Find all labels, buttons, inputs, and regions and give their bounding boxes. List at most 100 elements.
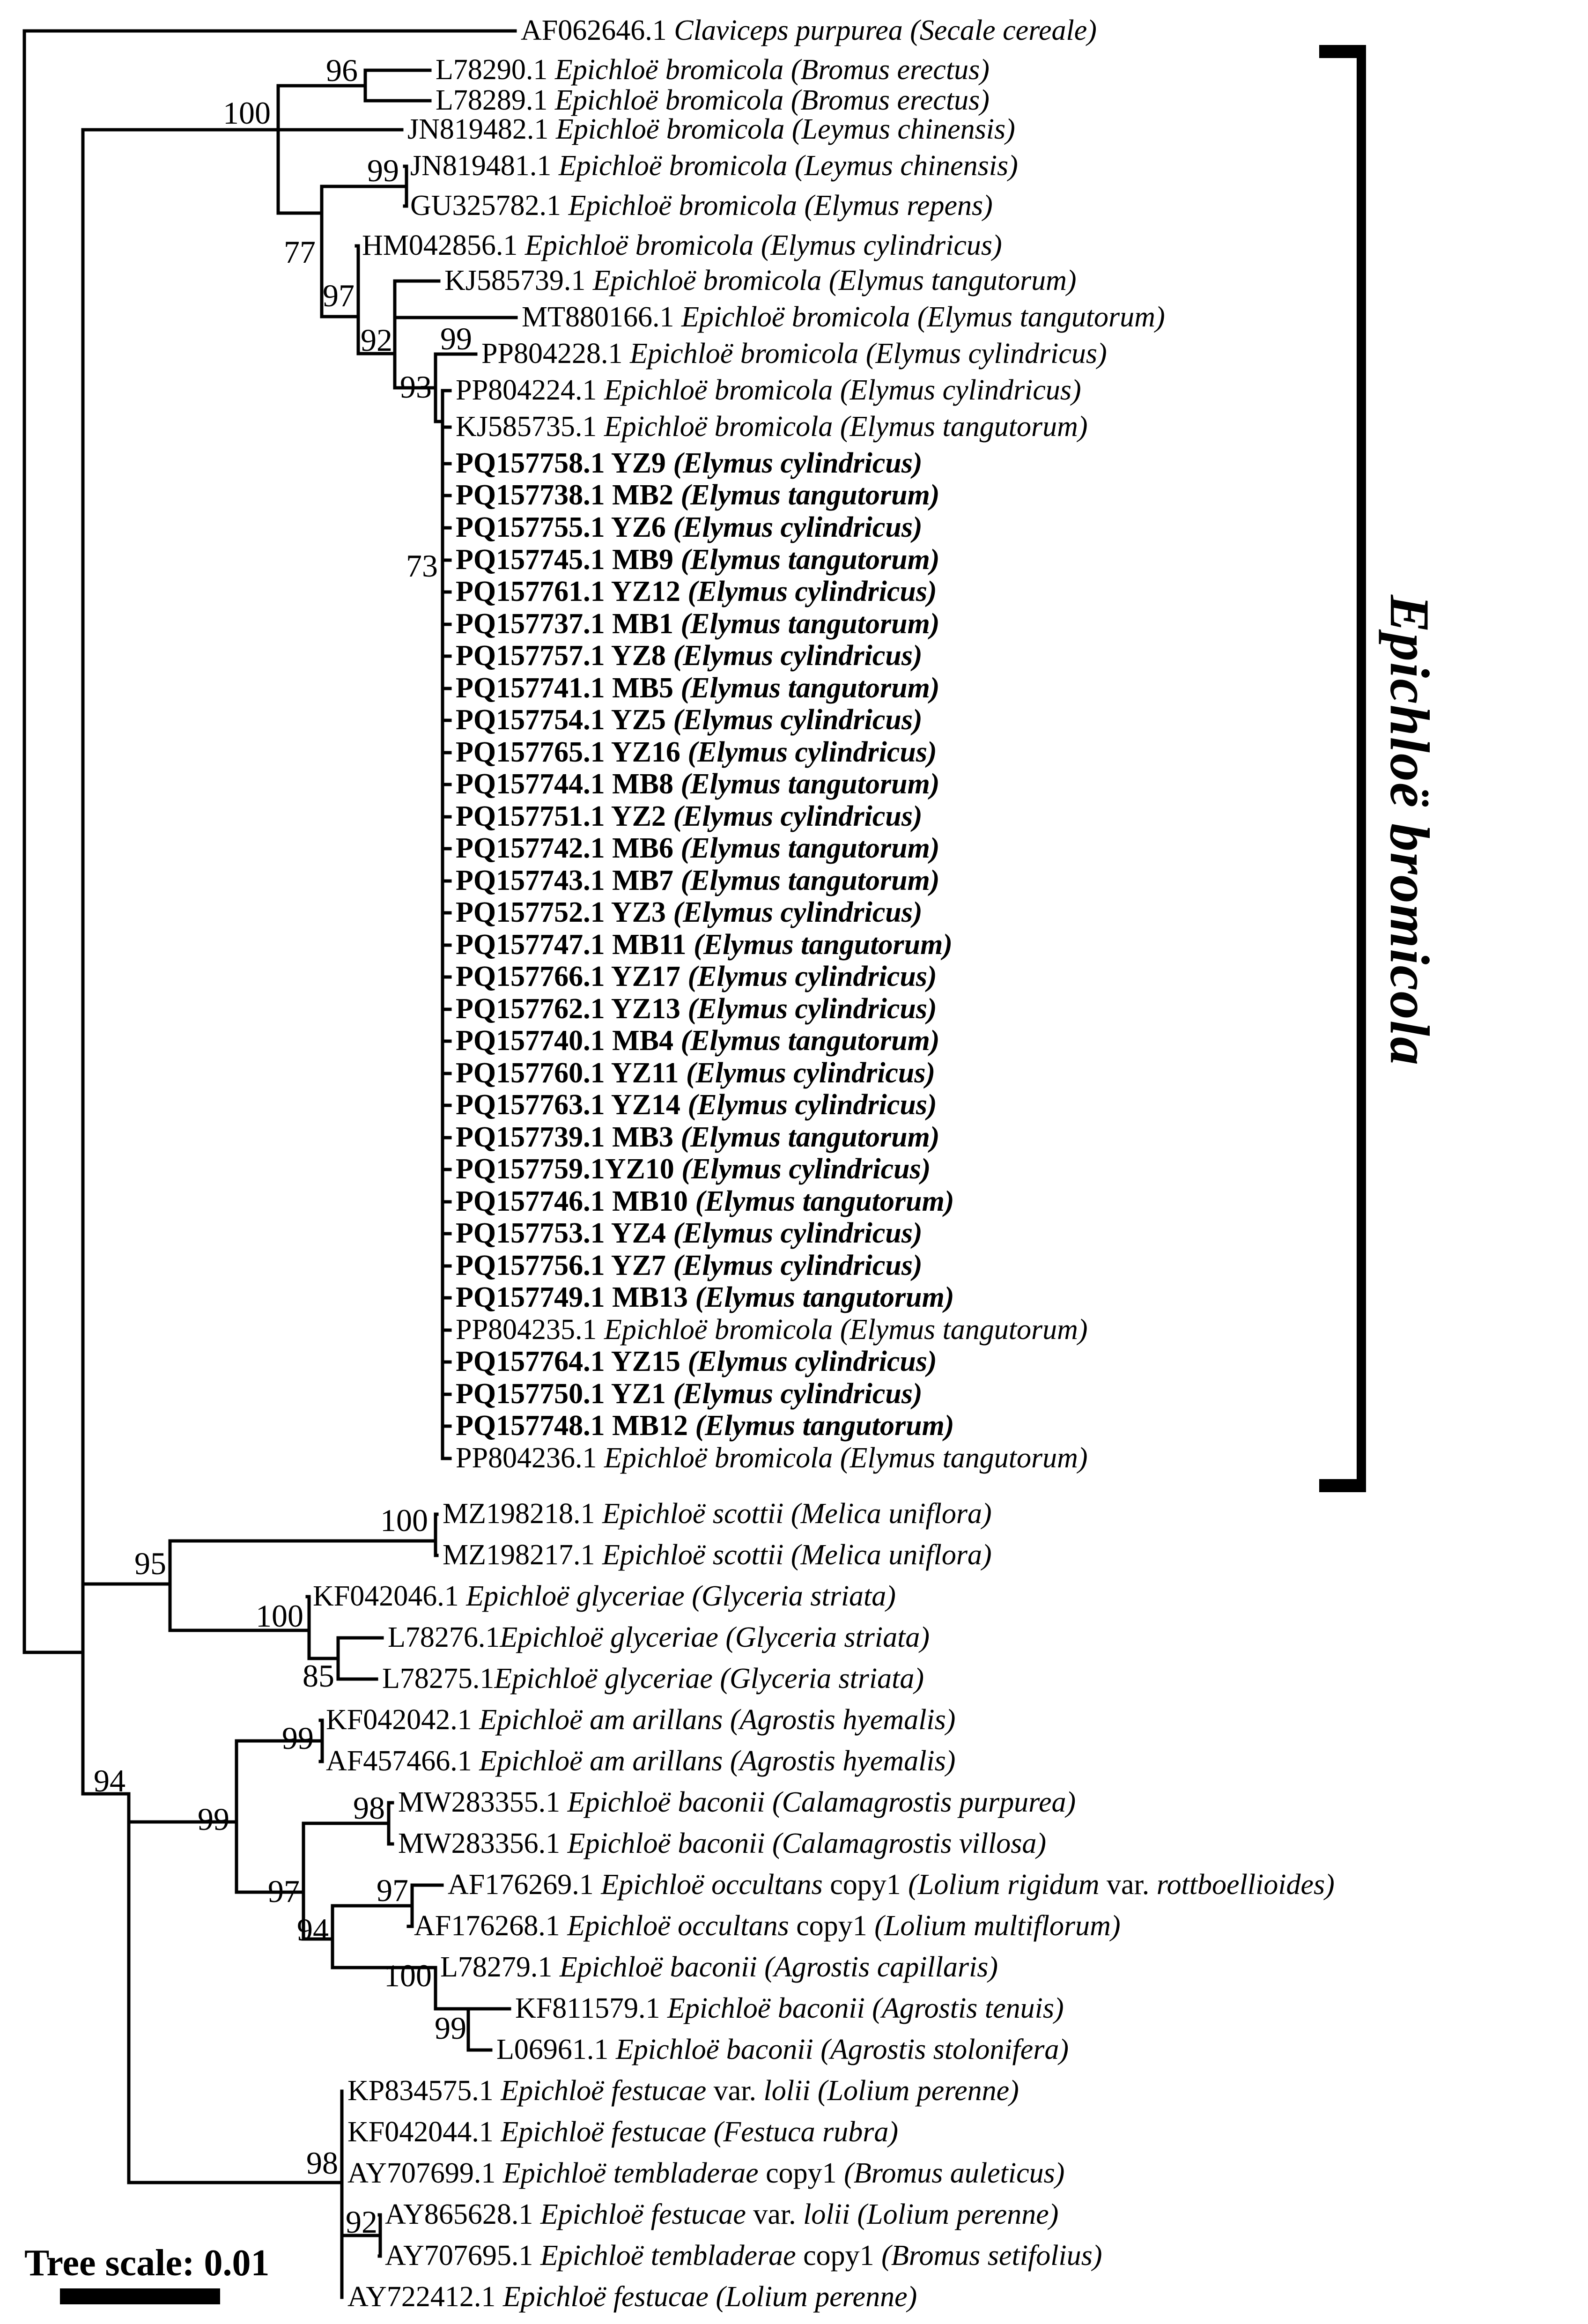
- branch-line: [302, 1821, 305, 1941]
- taxon-label: PQ157749.1 MB13 (Elymus tangutorum): [456, 1282, 954, 1313]
- branch-line: [235, 1739, 238, 1894]
- taxon-label: PQ157760.1 YZ11 (Elymus cylindricus): [456, 1058, 935, 1088]
- branch-line: [434, 352, 437, 423]
- branch-line: [363, 68, 367, 103]
- taxon-label-italic-part: Epichloë bromicola (Bromus erectus): [554, 84, 990, 116]
- taxon-label: AY722412.1 Epichloë festucae (Lolium per…: [347, 2281, 917, 2312]
- branch-line: [393, 316, 477, 319]
- branch-line: [363, 68, 432, 72]
- taxon-label: L78290.1 Epichloë bromicola (Bromus erec…: [436, 54, 990, 85]
- taxon-label-italic-part: lolii (Lolium perenne): [763, 2075, 1019, 2107]
- branch-line: [336, 1677, 378, 1681]
- taxon-label: MT880166.1 Epichloë bromicola (Elymus ta…: [522, 302, 1165, 333]
- branch-line: [466, 2048, 493, 2052]
- taxon-label-italic-part: Epichloë scottii (Melica uniflora): [602, 1539, 992, 1571]
- branch-line: [363, 99, 432, 103]
- branch-line: [378, 2213, 382, 2258]
- bootstrap-value: 99: [282, 1720, 314, 1756]
- taxon-label-italic-part: Epichloë scottii (Melica uniflora): [602, 1498, 992, 1530]
- branch-line: [441, 1039, 452, 1043]
- taxon-label-italic-part: (Elymus tangutorum): [680, 1121, 940, 1153]
- branch-line: [441, 1200, 452, 1204]
- bootstrap-value: 92: [361, 322, 392, 358]
- taxon-label-roman-part: PQ157757.1 YZ8: [456, 640, 673, 672]
- taxon-label-roman-part: PQ157751.1 YZ2: [456, 800, 673, 832]
- taxon-label-roman-part: PQ157741.1 MB5: [456, 672, 681, 704]
- branch-line: [320, 185, 324, 318]
- taxon-label-italic-part: Epichloë am arillans (Agrostis hyemalis): [479, 1704, 956, 1736]
- branch-line: [168, 1539, 172, 1632]
- taxon-label-roman-part: PQ157737.1 MB1: [456, 608, 681, 640]
- tree-scale-bar: [60, 2288, 220, 2304]
- taxon-label: KJ585735.1 Epichloë bromicola (Elymus ta…: [456, 411, 1088, 442]
- taxon-label-roman-part: PQ157762.1 YZ13: [456, 993, 688, 1025]
- bootstrap-value: 92: [346, 2204, 377, 2240]
- taxon-label-roman-part: JN819481.1: [410, 150, 559, 182]
- branch-line: [81, 1792, 131, 1796]
- branch-line: [466, 2007, 470, 2052]
- taxon-label: JN819481.1 Epichloë bromicola (Leymus ch…: [410, 150, 1018, 181]
- branch-line: [434, 352, 478, 356]
- taxon-label: PQ157748.1 MB12 (Elymus tangutorum): [456, 1410, 954, 1441]
- taxon-label-italic-part: Epichloë bromicola (Elymus tangutorum): [604, 1314, 1088, 1346]
- taxon-label: AF176269.1 Epichloë occultans copy1 (Lol…: [448, 1869, 1335, 1900]
- branch-line: [441, 494, 452, 497]
- taxon-label-italic-part: Epichloë festucae: [501, 2075, 714, 2107]
- taxon-label-roman-part: AF457466.1: [326, 1745, 480, 1777]
- taxon-label-italic-part: Epichloë baconii (Calamagrostis purpurea…: [567, 1786, 1076, 1818]
- taxon-label: PQ157745.1 MB9 (Elymus tangutorum): [456, 544, 939, 575]
- branch-line: [320, 185, 408, 188]
- taxon-label: PQ157752.1 YZ3 (Elymus cylindricus): [456, 897, 923, 928]
- branch-line: [473, 316, 518, 319]
- taxon-label: L78275.1Epichloë glyceriae (Glyceria str…: [382, 1663, 924, 1694]
- taxon-label: KP834575.1 Epichloë festucae var. lolii …: [347, 2075, 1019, 2106]
- taxon-label-italic-part: (Elymus cylindricus): [673, 640, 923, 672]
- taxon-label-italic-part: (Elymus cylindricus): [673, 1250, 923, 1281]
- taxon-label-roman-part: MZ198218.1: [443, 1498, 602, 1530]
- branch-line: [127, 1792, 131, 2184]
- taxon-label-italic-part: (Elymus tangutorum): [680, 1025, 940, 1057]
- taxon-label: AF176268.1 Epichloë occultans copy1 (Lol…: [414, 1910, 1121, 1941]
- branch-line: [441, 622, 452, 626]
- branch-line: [441, 389, 452, 392]
- taxon-label-italic-part: (Elymus cylindricus): [687, 961, 937, 992]
- taxon-label-roman-part: AF176269.1: [448, 1869, 601, 1901]
- branch-line: [441, 590, 452, 594]
- taxon-label-roman-part: L78276.1: [388, 1621, 500, 1653]
- clade-bracket: [1319, 45, 1366, 58]
- taxon-label: PP804236.1 Epichloë bromicola (Elymus ta…: [456, 1443, 1088, 1473]
- taxon-label-roman-part: PQ157754.1 YZ5: [456, 704, 673, 736]
- bootstrap-value: 100: [384, 1958, 432, 1993]
- taxon-label-italic-part: (Elymus cylindricus): [673, 447, 923, 479]
- taxon-label-italic-part: Claviceps purpurea (Secale cereale): [674, 15, 1097, 46]
- taxon-label-roman-part: KF042046.1: [313, 1580, 466, 1612]
- taxon-label-roman-part: L78279.1: [440, 1951, 560, 1983]
- taxon-label: AY707695.1 Epichloë tembladerae copy1 (B…: [385, 2240, 1102, 2271]
- branch-line: [331, 1904, 334, 1969]
- bootstrap-value: 95: [134, 1546, 166, 1581]
- taxon-label: PQ157742.1 MB6 (Elymus tangutorum): [456, 833, 939, 864]
- taxon-label: PQ157746.1 MB10 (Elymus tangutorum): [456, 1186, 954, 1217]
- taxon-label-italic-part: (Elymus cylindricus): [673, 704, 923, 736]
- taxon-label: L78279.1 Epichloë baconii (Agrostis capi…: [440, 1952, 998, 1983]
- taxon-label-roman-part: PQ157765.1 YZ16: [456, 736, 688, 768]
- branch-line: [441, 718, 452, 722]
- taxon-label-roman-part: PQ157758.1 YZ9: [456, 447, 673, 479]
- branch-line: [81, 1582, 172, 1586]
- taxon-label-roman-part: AF176268.1: [414, 1910, 568, 1942]
- taxon-label-italic-part: (Elymus tangutorum): [680, 672, 940, 704]
- taxon-label-italic-part: (Elymus tangutorum): [680, 768, 940, 800]
- taxon-label-italic-part: Epichloë am arillans (Agrostis hyemalis): [479, 1745, 956, 1777]
- taxon-label-roman-part: HM042856.1: [362, 229, 525, 261]
- taxon-label-roman-part: PQ157747.1 MB11: [456, 929, 694, 961]
- branch-line: [441, 462, 452, 466]
- taxon-label-italic-part: (Elymus tangutorum): [695, 1410, 954, 1442]
- bootstrap-value: 98: [353, 1790, 385, 1826]
- taxon-label-roman-part: var.: [713, 2075, 764, 2107]
- bootstrap-value: 100: [380, 1502, 428, 1538]
- branch-line: [434, 1512, 437, 1557]
- branch-line: [387, 1801, 391, 1846]
- taxon-label: PQ157737.1 MB1 (Elymus tangutorum): [456, 608, 939, 639]
- bootstrap-value: 96: [326, 52, 358, 88]
- taxon-label: PQ157753.1 YZ4 (Elymus cylindricus): [456, 1218, 923, 1249]
